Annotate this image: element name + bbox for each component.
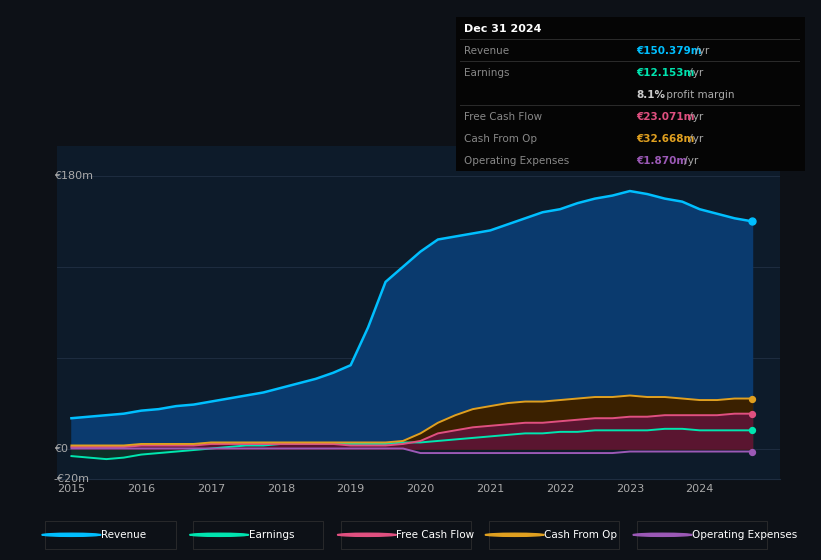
Text: €23.071m: €23.071m — [636, 112, 695, 122]
Text: Cash From Op: Cash From Op — [544, 530, 617, 540]
Text: Dec 31 2024: Dec 31 2024 — [464, 24, 541, 34]
Point — [745, 447, 759, 456]
Circle shape — [337, 533, 397, 536]
Text: Free Cash Flow: Free Cash Flow — [464, 112, 542, 122]
Text: profit margin: profit margin — [663, 90, 735, 100]
Circle shape — [42, 533, 101, 536]
Text: Earnings: Earnings — [249, 530, 294, 540]
Text: €180m: €180m — [54, 171, 93, 181]
Text: Free Cash Flow: Free Cash Flow — [397, 530, 475, 540]
Circle shape — [633, 533, 692, 536]
Text: €12.153m: €12.153m — [636, 68, 695, 78]
FancyBboxPatch shape — [636, 521, 767, 549]
Point — [745, 394, 759, 403]
Circle shape — [190, 533, 249, 536]
Text: /yr: /yr — [692, 46, 709, 56]
Text: /yr: /yr — [686, 112, 704, 122]
Point — [745, 217, 759, 226]
Circle shape — [485, 533, 544, 536]
FancyBboxPatch shape — [193, 521, 323, 549]
Text: €32.668m: €32.668m — [636, 134, 695, 144]
FancyBboxPatch shape — [488, 521, 619, 549]
Text: 8.1%: 8.1% — [636, 90, 665, 100]
Text: Operating Expenses: Operating Expenses — [692, 530, 797, 540]
Text: €0: €0 — [54, 444, 68, 454]
Text: €1.870m: €1.870m — [636, 156, 687, 166]
Text: €150.379m: €150.379m — [636, 46, 702, 56]
Text: Revenue: Revenue — [101, 530, 146, 540]
Text: -€20m: -€20m — [54, 474, 89, 484]
Text: /yr: /yr — [686, 68, 704, 78]
Text: Revenue: Revenue — [464, 46, 509, 56]
FancyBboxPatch shape — [341, 521, 471, 549]
Text: Earnings: Earnings — [464, 68, 509, 78]
Text: Cash From Op: Cash From Op — [464, 134, 537, 144]
Point — [745, 409, 759, 418]
FancyBboxPatch shape — [45, 521, 176, 549]
Text: Operating Expenses: Operating Expenses — [464, 156, 569, 166]
Text: /yr: /yr — [681, 156, 698, 166]
Point — [745, 426, 759, 435]
Text: /yr: /yr — [686, 134, 704, 144]
